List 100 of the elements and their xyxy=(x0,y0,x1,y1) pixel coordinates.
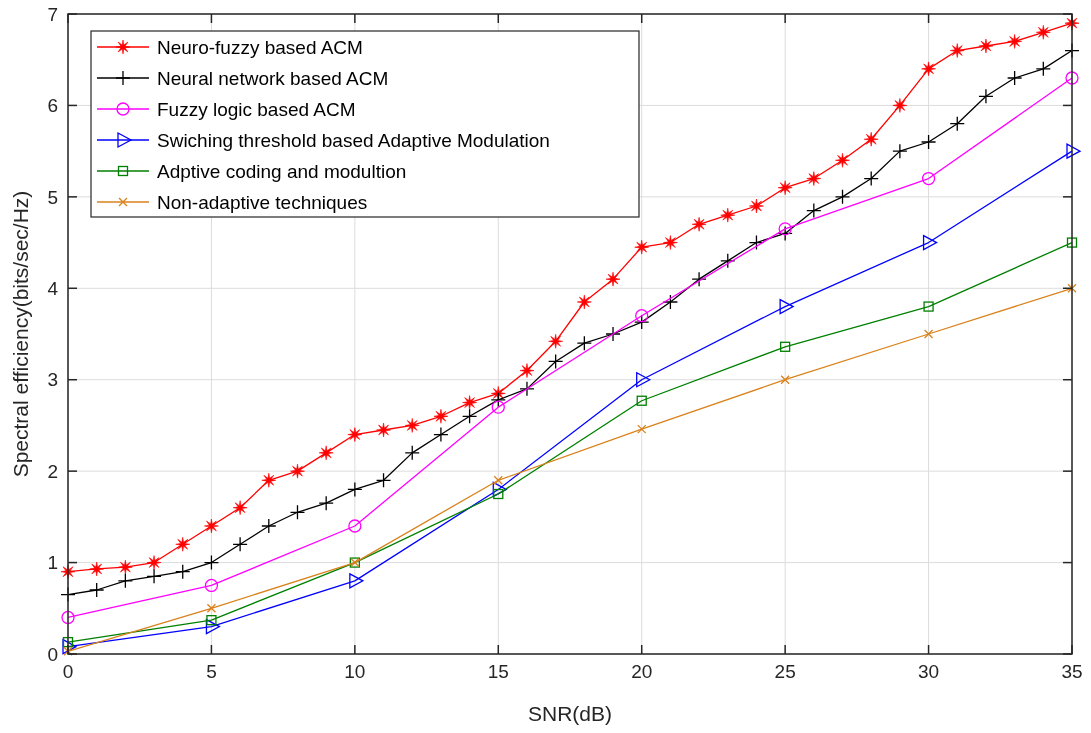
x-tick-label: 35 xyxy=(1061,661,1083,682)
point xyxy=(175,564,191,580)
point xyxy=(490,386,506,401)
point xyxy=(206,615,217,626)
point xyxy=(1066,143,1081,159)
point xyxy=(493,475,503,485)
point xyxy=(691,216,707,232)
point xyxy=(691,271,707,287)
legend-label: Non-adaptive techniques xyxy=(157,191,368,213)
x-tick-label: 15 xyxy=(487,661,509,682)
point xyxy=(1035,61,1051,77)
point xyxy=(548,353,564,370)
point xyxy=(635,309,649,323)
point xyxy=(347,481,363,498)
point xyxy=(835,152,850,168)
x-tick-label: 25 xyxy=(774,661,796,682)
y-tick-label: 6 xyxy=(47,95,58,117)
point xyxy=(949,43,965,58)
point xyxy=(261,518,277,534)
point xyxy=(637,424,647,434)
y-tick-label: 4 xyxy=(47,277,59,299)
point xyxy=(779,341,791,352)
point xyxy=(1065,71,1079,85)
point xyxy=(232,500,248,516)
point xyxy=(349,573,364,589)
point xyxy=(720,207,736,223)
point xyxy=(61,610,75,625)
point xyxy=(636,372,651,388)
point xyxy=(462,395,477,410)
point xyxy=(806,171,822,186)
point xyxy=(60,564,76,580)
x-tick-label: 30 xyxy=(918,661,940,682)
point xyxy=(978,38,994,54)
point xyxy=(863,131,879,147)
point xyxy=(863,170,879,187)
point xyxy=(290,463,305,479)
point xyxy=(663,235,678,250)
point xyxy=(206,603,217,613)
legend-label: Neuro-fuzzy based ACM xyxy=(157,36,363,58)
point xyxy=(492,481,507,498)
point xyxy=(892,143,908,159)
point xyxy=(920,134,937,150)
point xyxy=(89,561,104,577)
point xyxy=(404,445,420,461)
point xyxy=(1067,283,1077,293)
point xyxy=(749,198,764,214)
point xyxy=(404,418,420,433)
y-tick-label: 5 xyxy=(47,186,58,208)
point xyxy=(923,301,934,312)
point xyxy=(491,400,505,414)
point xyxy=(806,202,822,219)
point xyxy=(978,88,994,104)
point xyxy=(921,171,936,186)
point xyxy=(490,392,506,408)
point xyxy=(519,381,535,397)
point xyxy=(636,395,647,406)
point xyxy=(433,426,449,443)
y-tick-label: 7 xyxy=(47,3,58,25)
point xyxy=(921,61,936,77)
y-tick-label: 3 xyxy=(47,369,58,391)
point xyxy=(1036,24,1051,40)
x-tick-label: 10 xyxy=(344,661,366,682)
point xyxy=(519,363,535,378)
point xyxy=(62,639,77,655)
legend-label: Swiching threshold based Adaptive Modulation xyxy=(157,129,550,151)
point xyxy=(318,495,334,511)
point xyxy=(232,536,248,552)
legend-label: Neural network based ACM xyxy=(157,67,389,89)
y-tick-label: 0 xyxy=(47,643,58,665)
point xyxy=(949,116,965,132)
point xyxy=(117,573,134,589)
x-tick-label: 0 xyxy=(62,661,74,682)
point xyxy=(375,472,392,488)
point xyxy=(203,554,220,571)
point xyxy=(461,408,478,424)
point xyxy=(433,408,449,424)
point xyxy=(780,375,790,385)
point xyxy=(118,559,133,575)
point xyxy=(1066,237,1078,248)
point xyxy=(376,422,391,438)
point xyxy=(576,335,592,351)
point xyxy=(175,536,191,552)
point xyxy=(922,234,938,251)
point xyxy=(777,180,793,196)
point xyxy=(777,225,793,242)
y-tick-label: 1 xyxy=(47,552,58,574)
point xyxy=(834,189,851,205)
point xyxy=(89,582,105,598)
point xyxy=(204,578,219,593)
point xyxy=(778,222,792,236)
point xyxy=(348,519,362,533)
point xyxy=(577,294,592,310)
point xyxy=(779,298,794,315)
point xyxy=(1007,34,1022,49)
point xyxy=(289,504,306,520)
legend-label: Fuzzy logic based ACM xyxy=(157,98,356,120)
point xyxy=(548,334,563,349)
point xyxy=(605,326,621,342)
y-axis-title: Spectral efficiency(bits/sec/Hz) xyxy=(9,190,32,478)
x-axis-title: SNR(dB) xyxy=(527,702,613,725)
